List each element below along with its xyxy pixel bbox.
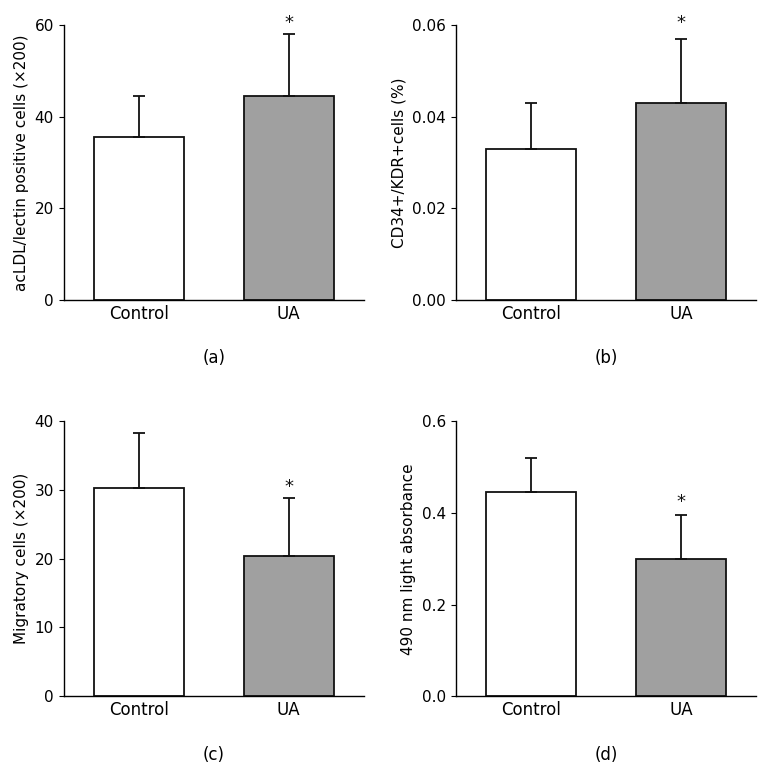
Bar	[244, 556, 334, 696]
Bar	[486, 493, 576, 696]
Text: (b): (b)	[594, 350, 618, 368]
Text: *: *	[677, 493, 685, 510]
Text: (d): (d)	[594, 746, 618, 764]
Bar	[244, 96, 334, 300]
Text: *: *	[677, 14, 685, 32]
Bar	[94, 488, 184, 696]
Y-axis label: Migratory cells (×200): Migratory cells (×200)	[14, 473, 29, 644]
Text: *: *	[284, 14, 293, 32]
Text: *: *	[284, 478, 293, 496]
Bar	[636, 103, 726, 300]
Text: (c): (c)	[203, 746, 225, 764]
Y-axis label: CD34+/KDR+cells (%): CD34+/KDR+cells (%)	[392, 77, 407, 248]
Bar	[94, 138, 184, 300]
Y-axis label: acLDL/lectin positive cells (×200): acLDL/lectin positive cells (×200)	[14, 34, 29, 291]
Bar	[486, 148, 576, 300]
Bar	[636, 559, 726, 696]
Text: (a): (a)	[203, 350, 225, 368]
Y-axis label: 490 nm light absorbance: 490 nm light absorbance	[401, 463, 417, 654]
